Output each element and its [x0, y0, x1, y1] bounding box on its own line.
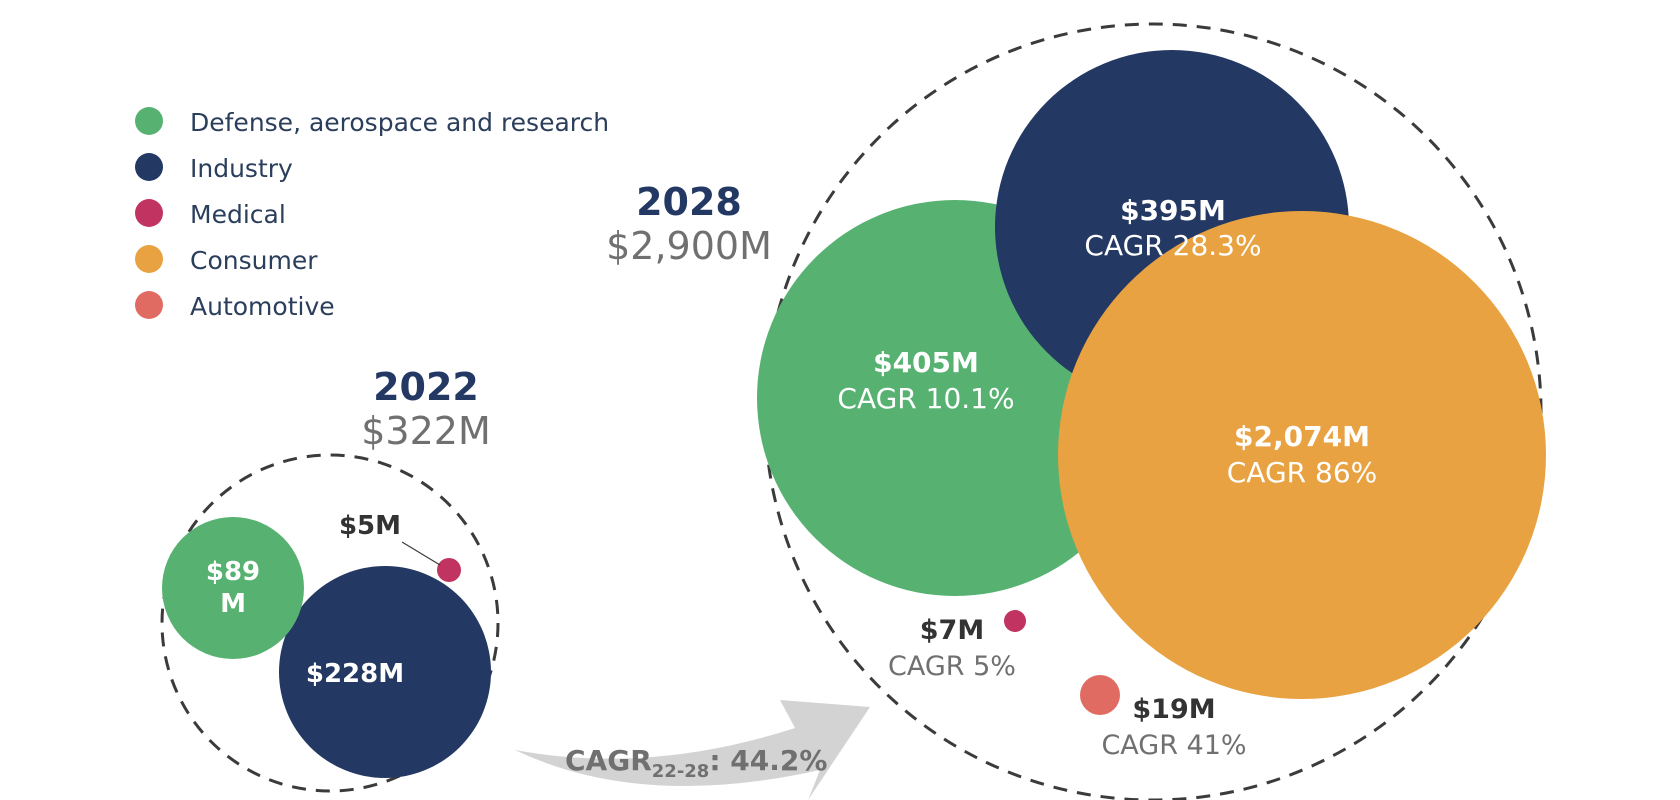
bubble-cagr-label: CAGR 86%	[1227, 456, 1378, 489]
growth-arrow	[515, 700, 870, 800]
bubble-2028-automotive	[1080, 675, 1120, 715]
total-outline-2022	[160, 453, 500, 793]
bubble-cagr-label: CAGR 5%	[888, 651, 1016, 682]
growth-cagr-sub: 22-28	[652, 761, 710, 782]
growth-cagr-value: : 44.2%	[709, 744, 827, 777]
legend-label: Medical	[190, 200, 286, 229]
bubble-value-label: $2,074M	[1234, 420, 1370, 453]
total-label-2028: $2,900M	[606, 224, 772, 268]
legend-swatch	[135, 291, 163, 319]
legend-swatch	[135, 245, 163, 273]
legend-label: Automotive	[190, 292, 335, 321]
bubble-cagr-label: CAGR 28.3%	[1084, 229, 1261, 262]
bubble-value-label: M	[220, 589, 246, 619]
year-label-2022: 2022	[373, 365, 479, 409]
bubble-2022-medical	[437, 558, 461, 582]
bubble-value-label: $5M	[339, 511, 401, 541]
total-label-2022: $322M	[361, 409, 491, 453]
bubble-2028-medical	[1004, 610, 1026, 632]
leader-line	[401, 541, 441, 566]
bubble-value-label: $228M	[306, 659, 404, 689]
bubble-2028-consumer	[1058, 211, 1546, 699]
legend-swatch	[135, 107, 163, 135]
legend-label: Defense, aerospace and research	[190, 108, 610, 137]
legend-swatch	[135, 153, 163, 181]
bubble-value-label: $89	[206, 557, 260, 587]
growth-cagr-label: CAGR22-28: 44.2%	[565, 744, 827, 782]
bubble-value-label: $395M	[1120, 194, 1226, 227]
bubble-value-label: $19M	[1132, 694, 1215, 725]
bubble-value-label: $405M	[873, 346, 979, 379]
year-label-2028: 2028	[636, 180, 742, 224]
bubble-cagr-label: CAGR 41%	[1101, 730, 1246, 761]
legend-label: Consumer	[190, 246, 318, 275]
growth-cagr-main: CAGR	[565, 744, 652, 777]
bubble-2022-industry	[279, 566, 491, 778]
bubble-cagr-label: CAGR 10.1%	[837, 382, 1014, 415]
legend-label: Industry	[190, 154, 293, 183]
bubble-2022-defense	[162, 517, 304, 659]
legend-swatch	[135, 199, 163, 227]
bubble-value-label: $7M	[920, 615, 984, 646]
